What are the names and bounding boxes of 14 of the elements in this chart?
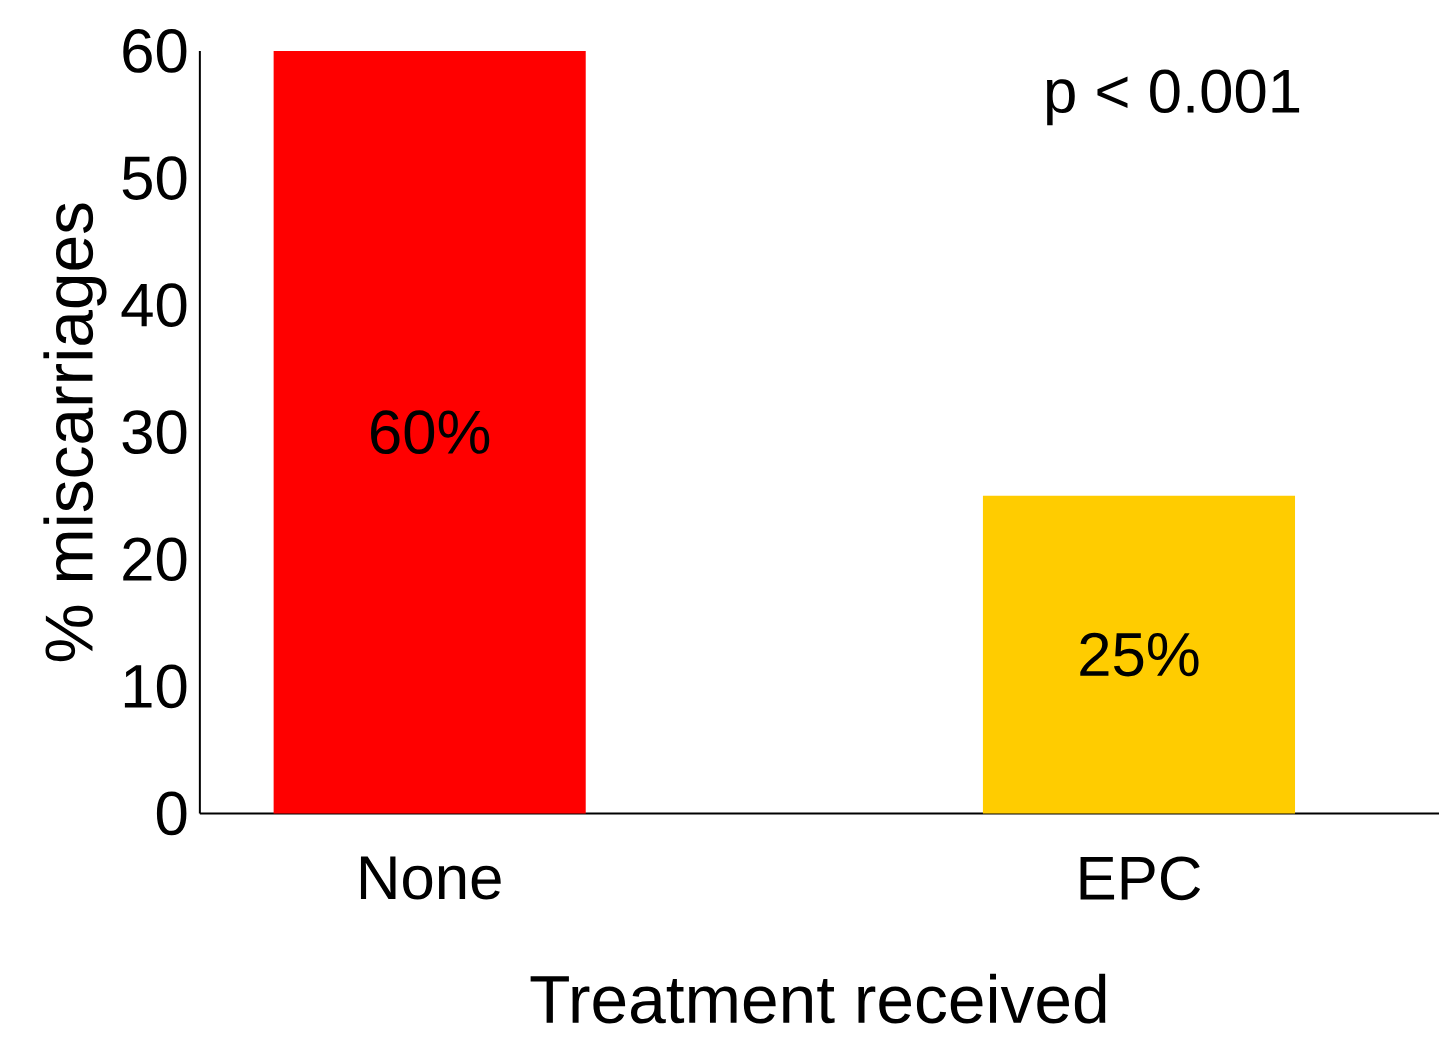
y-axis-title: % miscarriages xyxy=(43,203,107,662)
data-label: 25% xyxy=(1080,632,1199,677)
y-tick-label: 0 xyxy=(156,791,187,836)
data-label: 60% xyxy=(371,410,490,454)
y-tick-label: 50 xyxy=(122,156,187,200)
annotation: p < 0.001 xyxy=(1047,69,1300,126)
y-tick-label: 20 xyxy=(123,537,187,581)
x-axis-title: Treatment received xyxy=(530,973,1106,1024)
y-tick-label: 40 xyxy=(121,283,187,327)
y-tick-label: 30 xyxy=(122,410,187,454)
y-tick-label: 60 xyxy=(123,28,187,73)
x-tick-label: None xyxy=(360,856,501,900)
x-tick-label: EPC xyxy=(1080,856,1201,901)
y-tick-label: 10 xyxy=(124,664,187,709)
